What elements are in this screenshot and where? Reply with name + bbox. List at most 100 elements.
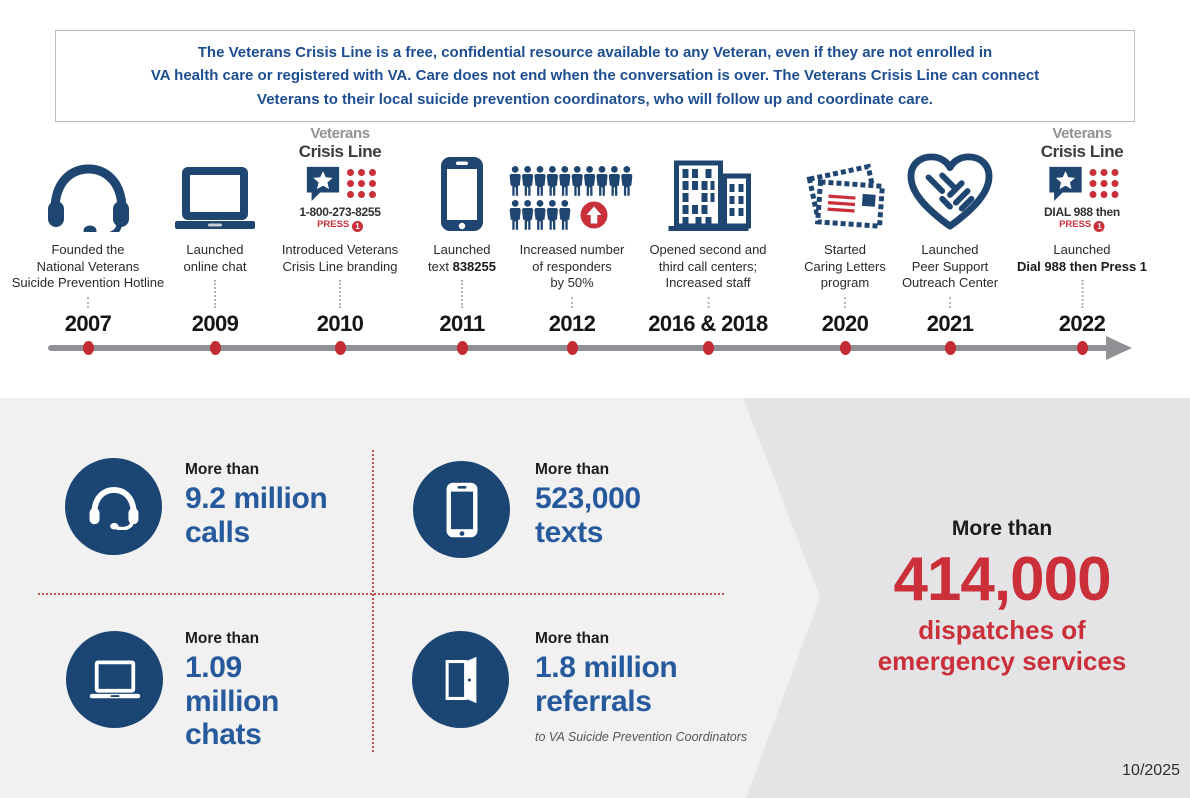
timeline-dot-2007 — [83, 341, 94, 355]
red-dots-grid — [1089, 168, 1118, 198]
timeline-dot-2011 — [457, 341, 468, 355]
referrals-stat-value: 1.8 million referrals — [535, 651, 678, 718]
referrals-stat: More than 1.8 million referrals to VA Su… — [535, 630, 765, 744]
open-door-icon — [445, 656, 476, 703]
referrals-stat-note: to VA Suicide Prevention Coordinators — [535, 730, 748, 745]
timeline-item-2009: Launched online chat 2009 — [150, 135, 280, 337]
timeline-dot-2021 — [945, 341, 956, 355]
call-centers-buildings-icon — [662, 135, 754, 232]
timeline-label: Launched text 838255 — [428, 242, 496, 274]
vcl-number: 1-800-273-8255 — [299, 205, 381, 219]
caring-letters-icon — [797, 135, 893, 232]
footer-date: 10/2025 — [1122, 762, 1180, 779]
press-1-badge: 1 — [1093, 221, 1105, 232]
vcl-brand-bottom: Crisis Line — [298, 142, 382, 161]
timeline-item-2007: Founded the National Veterans Suicide Pr… — [0, 135, 178, 337]
responders-increase-icon — [509, 135, 635, 232]
stat-more-than: More than — [535, 461, 610, 478]
vcl-number: DIAL 988 then — [1044, 205, 1120, 219]
timeline-connector — [214, 280, 216, 308]
vcl-brand-top: Veterans — [1052, 125, 1112, 142]
veterans-crisis-line-988-logo: Veterans Crisis Line DIAL 988 then PRESS… — [1026, 126, 1138, 232]
chats-stat-circle — [66, 631, 163, 728]
timeline-year: 2020 — [821, 311, 869, 336]
timeline-connector — [87, 296, 89, 308]
timeline-label: Opened second and third call centers; In… — [649, 242, 767, 291]
smartphone-icon — [439, 135, 485, 232]
vcl-press-line: PRESS 1 — [284, 220, 396, 232]
timeline-item-2022: Veterans Crisis Line DIAL 988 then PRESS… — [1000, 126, 1165, 337]
timeline-year: 2012 — [548, 311, 596, 336]
timeline-arrowhead-icon — [1106, 336, 1132, 360]
red-dots-grid — [347, 168, 376, 198]
vcl-brand-bottom: Crisis Line — [1040, 142, 1124, 161]
timeline-connector — [1081, 280, 1083, 308]
texts-stat: More than 523,000 texts — [535, 461, 725, 549]
stat-more-than: More than — [185, 461, 260, 478]
vcl-press-line: PRESS 1 — [1026, 220, 1138, 232]
timeline-connector — [571, 296, 573, 308]
timeline-dot-2010 — [335, 341, 346, 355]
intro-box: The Veterans Crisis Line is a free, conf… — [55, 30, 1135, 122]
referrals-stat-circle — [412, 631, 509, 728]
calls-stat-value: 9.2 million calls — [185, 482, 328, 549]
calls-stat-circle — [65, 458, 162, 555]
timeline-label: Increased number of responders by 50% — [519, 242, 625, 291]
timeline-item-2011: Launched text 838255 2011 — [402, 135, 522, 337]
timeline-connector — [339, 280, 341, 308]
timeline-label: Launched Dial 988 then Press 1 — [1016, 242, 1148, 274]
timeline-dot-2009 — [210, 341, 221, 355]
stats-divider-vertical — [372, 450, 374, 752]
intro-text: The Veterans Crisis Line is a free, conf… — [150, 44, 1040, 108]
vcl-brand-top: Veterans — [310, 125, 370, 142]
timeline-item-2020: Started Caring Letters program 2020 — [780, 135, 910, 337]
star-speech-bubble-icon — [306, 166, 340, 202]
timeline-item-2012: Increased number of responders by 50% 20… — [497, 135, 647, 337]
dispatches-caption: dispatches of emergency services — [877, 615, 1127, 676]
texts-stat-value: 523,000 texts — [535, 482, 641, 549]
handshake-heart-icon — [905, 135, 995, 232]
timeline-year: 2016 & 2018 — [648, 311, 768, 336]
timeline-label: Launched online chat — [183, 242, 247, 274]
timeline-label: Started Caring Letters program — [804, 242, 886, 291]
dispatches-value: 414,000 — [893, 545, 1111, 614]
timeline-connector — [707, 296, 709, 308]
stat-more-than: More than — [185, 630, 260, 647]
timeline-year: 2011 — [439, 311, 485, 336]
timeline-item-2016-2018: Opened second and third call centers; In… — [626, 135, 791, 337]
timeline-year: 2022 — [1058, 311, 1106, 336]
timeline-connector — [844, 296, 846, 308]
star-speech-bubble-icon — [1048, 166, 1082, 202]
laptop-icon — [89, 659, 140, 698]
texts-stat-circle — [413, 461, 510, 558]
timeline-item-2021: Launched Peer Support Outreach Center 20… — [875, 135, 1025, 337]
stat-more-than: More than — [535, 630, 610, 647]
laptop-icon — [169, 135, 261, 232]
timeline-year: 2007 — [64, 311, 112, 336]
timeline-label: Launched Peer Support Outreach Center — [901, 242, 999, 291]
press-1-badge: 1 — [351, 221, 363, 232]
headset-icon — [41, 135, 136, 232]
veterans-crisis-line-logo: Veterans Crisis Line 1-800-273-8255 PRES… — [284, 126, 396, 232]
timeline-year: 2021 — [926, 311, 974, 336]
timeline-dot-2012 — [567, 341, 578, 355]
timeline-dot-2022 — [1077, 341, 1088, 355]
dispatches-callout: More than 414,000 dispatches of emergenc… — [828, 517, 1176, 676]
timeline-year: 2009 — [191, 311, 239, 336]
timeline-connector — [949, 296, 951, 308]
timeline-dot-2016-2018 — [703, 341, 714, 355]
timeline-axis — [48, 345, 1108, 351]
chats-stat-value: 1.09 million chats — [185, 651, 279, 752]
timeline-label: Introduced Veterans Crisis Line branding — [281, 242, 399, 274]
smartphone-icon — [446, 482, 477, 537]
timeline-label: Founded the National Veterans Suicide Pr… — [11, 242, 165, 291]
stats-divider-horizontal — [38, 593, 724, 595]
calls-stat: More than 9.2 million calls — [185, 461, 375, 549]
chats-stat: More than 1.09 million chats — [185, 630, 375, 752]
timeline-year: 2010 — [316, 311, 364, 336]
stat-more-than: More than — [951, 517, 1053, 540]
timeline-connector — [461, 280, 463, 308]
timeline-dot-2020 — [840, 341, 851, 355]
headset-icon — [89, 486, 138, 530]
